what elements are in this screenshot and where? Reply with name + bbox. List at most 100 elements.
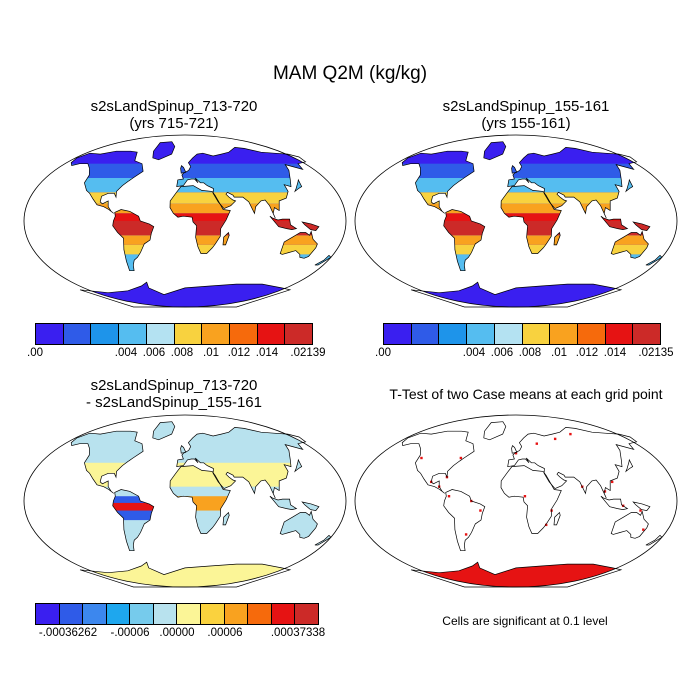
colorbar-swatch <box>439 324 468 344</box>
significant-cell <box>479 509 482 512</box>
land-greenland <box>152 141 175 160</box>
coastline <box>507 147 638 219</box>
coastline <box>79 561 292 588</box>
humidity-band <box>443 235 485 245</box>
colorbar-tick-label: .01 <box>551 347 567 359</box>
significant-cell <box>639 509 642 512</box>
coastline <box>500 185 562 254</box>
colorbar-swatch <box>36 324 64 344</box>
land-japan <box>294 459 302 472</box>
coastline <box>600 495 629 510</box>
coastline <box>443 489 486 552</box>
coastline <box>70 430 144 494</box>
land-antarctica <box>411 282 621 307</box>
colorbar-swatch <box>177 604 202 624</box>
colorbar-tick-label: .00000 <box>159 627 195 639</box>
significant-cell <box>642 528 645 531</box>
coastline <box>553 511 561 526</box>
coastline <box>180 444 187 454</box>
humidity-band <box>294 179 302 192</box>
coastline <box>180 164 187 174</box>
coastline <box>483 141 507 161</box>
map-panel-3 <box>23 414 347 588</box>
humidity-band <box>611 235 649 245</box>
significant-cell <box>569 432 572 436</box>
ocean <box>355 415 677 587</box>
colorbar-swatch <box>522 324 551 344</box>
humidity-band <box>302 222 319 231</box>
panel3-title-line2: - s2sLandSpinup_155-161 <box>86 394 262 411</box>
coastline <box>152 141 176 161</box>
colorbar-tick-label: .014 <box>255 347 279 359</box>
humidity-band <box>280 235 318 245</box>
colorbar-swatch <box>633 324 661 344</box>
colorbar-swatch <box>295 604 318 624</box>
colorbar-tick-label: .01 <box>203 347 219 359</box>
colorbar-swatch <box>248 604 272 624</box>
significant-cell <box>553 437 557 441</box>
panel2-title-line2: (yrs 155-161) <box>481 115 571 132</box>
significant-cell <box>545 523 548 527</box>
colorbar-tick-label: .008 <box>170 347 194 359</box>
map-border <box>354 414 678 588</box>
significant-cell <box>523 495 527 498</box>
land-uk <box>180 445 186 454</box>
colorbar-tick-label: .004 <box>462 347 486 359</box>
coastline <box>401 430 475 494</box>
humidity-band <box>633 222 650 231</box>
land-madagascar <box>223 512 230 525</box>
significant-cell <box>514 452 518 455</box>
significant-cell <box>610 480 614 484</box>
coastline <box>169 185 231 254</box>
humidity-band <box>112 221 154 236</box>
panel2-title-line1: s2sLandSpinup_155-161 <box>442 98 610 115</box>
significant-cell <box>459 456 463 460</box>
coastline <box>632 221 651 231</box>
colorbar-swatch <box>202 324 230 344</box>
coastline <box>294 178 303 193</box>
coastline <box>112 489 155 552</box>
significance-note: Cells are significant at 0.1 level <box>442 614 608 628</box>
humidity-band <box>170 235 231 245</box>
coastline <box>222 511 230 526</box>
coastline <box>610 230 649 259</box>
main-title: MAM Q2M (kg/kg) <box>272 63 428 84</box>
humidity-band <box>625 179 633 192</box>
humidity-band <box>112 213 154 221</box>
land-antarctica <box>411 562 621 587</box>
land-australia <box>280 511 318 539</box>
colorbar-tick-label: .006 <box>142 347 166 359</box>
map-panel-4 <box>354 414 678 588</box>
humidity-band <box>170 192 231 204</box>
humidity-band <box>501 213 562 221</box>
colorbar-swatch <box>59 604 84 624</box>
colorbar-tick-label: -.00006 <box>110 627 150 639</box>
coastline <box>176 427 307 499</box>
coastline <box>553 231 561 246</box>
significant-cell <box>535 442 539 445</box>
coastline <box>410 561 623 588</box>
panel3-title-line1: s2sLandSpinup_713-720 <box>90 377 258 394</box>
coastline <box>511 444 518 454</box>
significant-cell <box>464 533 468 536</box>
humidity-band <box>443 213 485 221</box>
colorbar-2 <box>383 323 661 345</box>
panel4-title: T-Test of two Case means at each grid po… <box>389 386 663 402</box>
humidity-band <box>170 203 231 214</box>
humidity-band <box>112 502 154 511</box>
colorbar-swatch <box>257 324 286 344</box>
coastline <box>279 510 318 539</box>
coastline <box>79 281 292 308</box>
humidity-band <box>112 244 154 255</box>
colorbar-swatch <box>91 324 120 344</box>
colorbar-swatch <box>153 604 178 624</box>
humidity-band <box>554 235 561 245</box>
humidity-band <box>170 213 231 221</box>
panel1-title-line2: (yrs 715-721) <box>129 115 219 132</box>
coastline <box>169 465 231 534</box>
humidity-band <box>269 221 297 230</box>
colorbar-tick-label: .014 <box>603 347 627 359</box>
coastline <box>610 510 649 539</box>
colorbar-swatch <box>119 324 147 344</box>
colorbar-swatch <box>174 324 203 344</box>
